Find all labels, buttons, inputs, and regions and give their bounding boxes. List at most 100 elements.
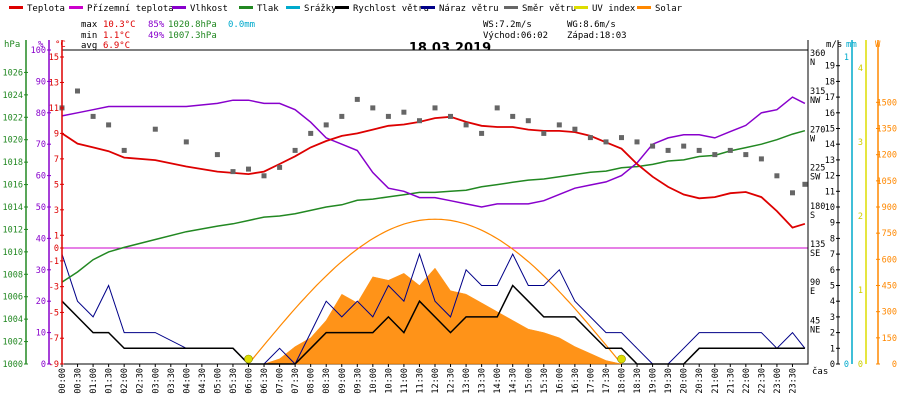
stats-min-hum: 49% bbox=[148, 31, 165, 41]
legend-label-solar: Solar bbox=[655, 4, 683, 14]
x-tick-label: 08:30 bbox=[322, 368, 332, 394]
x-tick-label: 15:30 bbox=[540, 368, 550, 394]
wind-direction-point bbox=[385, 113, 391, 119]
solar-unit: W bbox=[875, 40, 881, 50]
x-tick-label: 19:00 bbox=[649, 368, 659, 394]
wind-direction-point bbox=[743, 152, 749, 158]
wind-direction-point bbox=[727, 147, 733, 153]
temperature-axis-tick-label: -1 bbox=[49, 257, 59, 267]
temperature-axis-tick-label: -3 bbox=[49, 283, 59, 293]
humidity-axis-tick-label: 60 bbox=[36, 172, 46, 182]
x-tick-label: 19:30 bbox=[664, 368, 674, 394]
x-tick-label: 18:00 bbox=[618, 368, 628, 394]
legend-label-naraz: Náraz větru bbox=[439, 4, 499, 14]
wind-axis-tick-label: 15 bbox=[825, 125, 835, 135]
wind-direction-point bbox=[121, 147, 127, 153]
pressure-axis-tick-label: 1020 bbox=[3, 136, 23, 146]
stats-min-press: 1007.3hPa bbox=[168, 31, 217, 41]
wind-direction-point bbox=[587, 135, 593, 141]
stats-wg: WG:8.6m/s bbox=[567, 20, 616, 30]
wind-direction-point bbox=[448, 113, 453, 119]
x-tick-label: 23:00 bbox=[773, 368, 783, 394]
x-tick-label: 08:00 bbox=[307, 368, 317, 394]
x-tick-label: 14:30 bbox=[509, 368, 519, 394]
solar-axis-tick-label: 900 bbox=[882, 203, 897, 213]
wind-direction-point bbox=[75, 88, 80, 94]
x-tick-label: 22:00 bbox=[742, 368, 752, 394]
legend-swatch-uv bbox=[574, 6, 588, 9]
humidity-axis-tick-label: 30 bbox=[36, 266, 46, 276]
pressure-axis-tick-label: 1012 bbox=[3, 225, 23, 235]
x-tick-label: 21:00 bbox=[711, 368, 721, 394]
wind-direction-point bbox=[634, 139, 640, 145]
humidity-unit: % bbox=[38, 40, 44, 50]
stats-avg-label: avg bbox=[81, 41, 97, 51]
wind-direction-point bbox=[572, 126, 578, 132]
temperature-axis-tick-label: -7 bbox=[49, 334, 59, 344]
x-tick-label: 14:00 bbox=[493, 368, 503, 394]
legend-label-uv: UV index bbox=[592, 4, 636, 14]
wind-direction-point bbox=[525, 118, 531, 124]
legend-swatch-tlak bbox=[239, 6, 253, 9]
solar-axis-tick-label: 300 bbox=[882, 308, 897, 318]
x-tick-label: 01:30 bbox=[105, 368, 115, 394]
pressure-axis-tick-label: 1008 bbox=[3, 270, 23, 280]
uv-axis-tick-label: 0 bbox=[858, 360, 863, 370]
legend-label-teplota: Teplota bbox=[27, 4, 65, 14]
uv-index-point bbox=[617, 354, 626, 364]
x-tick-label: 00:30 bbox=[74, 368, 84, 394]
direction-compass-label: E bbox=[810, 287, 815, 297]
wind-axis-tick-label: 6 bbox=[830, 266, 835, 276]
wind-direction-point bbox=[230, 169, 236, 175]
wind-axis-tick-label: 13 bbox=[825, 156, 835, 166]
stats-min-label: min bbox=[81, 31, 97, 41]
x-tick-label: 21:30 bbox=[726, 368, 736, 394]
wind-direction-point bbox=[758, 156, 764, 162]
x-tick-label: 17:30 bbox=[602, 368, 612, 394]
rain-axis-tick-label: 1 bbox=[844, 53, 849, 63]
x-tick-label: 03:30 bbox=[167, 368, 177, 394]
stats-max-temp: 10.3°C bbox=[103, 20, 136, 30]
uv-index-point bbox=[244, 354, 253, 364]
stats-max-press: 1020.8hPa bbox=[168, 20, 217, 30]
wind-direction-point bbox=[354, 96, 360, 102]
wind-direction-point bbox=[183, 139, 189, 145]
legend-label-tlak: Tlak bbox=[257, 4, 279, 14]
x-tick-label: 04:30 bbox=[198, 368, 208, 394]
wind-axis-tick-label: 8 bbox=[830, 234, 835, 244]
wind-axis-tick-label: 2 bbox=[830, 329, 835, 339]
solar-axis-tick-label: 600 bbox=[882, 255, 897, 265]
x-tick-label: 10:30 bbox=[384, 368, 394, 394]
legend-swatch-solar bbox=[637, 6, 651, 9]
solar-axis-tick-label: 1350 bbox=[877, 125, 897, 135]
direction-compass-label: NE bbox=[810, 325, 820, 335]
wind-direction-point bbox=[510, 113, 516, 119]
wind-direction-point bbox=[619, 135, 624, 141]
pressure-axis-tick-label: 1000 bbox=[3, 360, 23, 370]
wind-direction-point bbox=[277, 164, 283, 170]
temperature-axis-tick-label: 5 bbox=[54, 180, 59, 190]
wind-direction-point bbox=[463, 122, 469, 128]
stats-ws: WS:7.2m/s bbox=[483, 20, 532, 30]
temperature-axis-tick-label: 9 bbox=[54, 129, 59, 139]
solar-axis-tick-label: 0 bbox=[892, 360, 897, 370]
wind-axis-tick-label: 19 bbox=[825, 62, 835, 72]
wind-direction-point bbox=[106, 122, 112, 128]
wind-axis-tick-label: 9 bbox=[830, 219, 835, 229]
x-tick-label: 00:00 bbox=[58, 368, 68, 394]
wind-axis-tick-label: 7 bbox=[830, 250, 835, 260]
legend-label-prizemni: Přízemní teplota bbox=[87, 4, 174, 14]
x-tick-label: 07:30 bbox=[291, 368, 301, 394]
x-tick-label: 05:00 bbox=[213, 368, 223, 394]
pressure-axis-tick-label: 1016 bbox=[3, 181, 23, 191]
x-tick-label: 05:30 bbox=[229, 368, 239, 394]
direction-tick-label: 225 bbox=[810, 164, 825, 174]
wind-unit: m/s bbox=[826, 40, 842, 50]
temperature-axis-tick-label: 7 bbox=[54, 155, 59, 165]
wind-direction-point bbox=[339, 113, 345, 119]
wind-direction-point bbox=[370, 105, 376, 111]
x-tick-label: 12:00 bbox=[431, 368, 441, 394]
wind-direction-point bbox=[246, 166, 251, 172]
direction-tick-label: 135 bbox=[810, 240, 825, 250]
